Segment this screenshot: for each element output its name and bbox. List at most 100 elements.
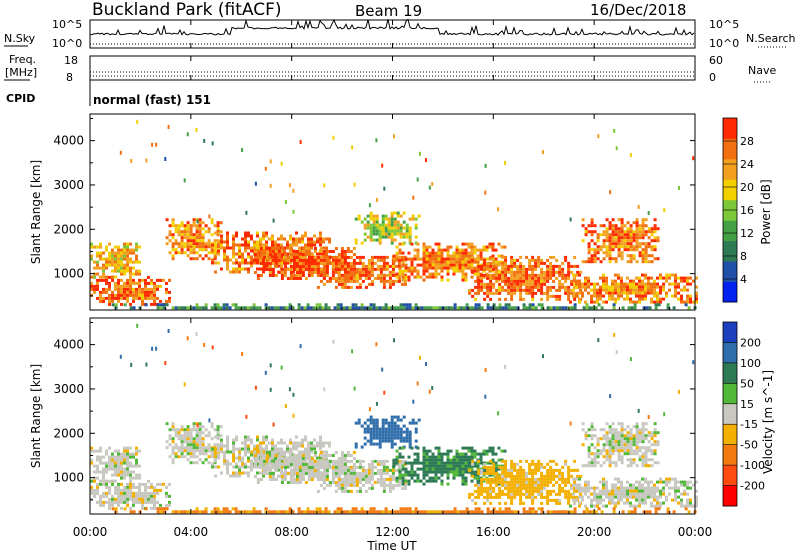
heatmap-cell	[90, 281, 93, 285]
heatmap-cell	[647, 254, 651, 258]
heatmap-cell	[250, 450, 253, 454]
heatmap-cell	[397, 264, 401, 268]
heatmap-cell	[513, 264, 517, 268]
heatmap-cell	[277, 256, 281, 259]
heatmap-cell	[416, 272, 420, 276]
heatmap-cell	[437, 464, 441, 468]
heatmap-cell	[516, 474, 520, 478]
heatmap-cell	[246, 306, 250, 310]
heatmap-cell	[404, 269, 408, 273]
heatmap-cell	[629, 236, 633, 240]
heatmap-cell	[623, 440, 627, 444]
heatmap-cell	[382, 264, 386, 268]
heatmap-cell	[111, 461, 114, 465]
heatmap-cell	[213, 452, 217, 456]
heatmap-cell	[647, 282, 650, 286]
heatmap-cell	[120, 494, 123, 498]
heatmap-cell	[272, 218, 275, 223]
heatmap-cell	[381, 439, 385, 443]
heatmap-cell	[440, 251, 444, 255]
heatmap-cell	[391, 468, 395, 472]
heatmap-cell	[528, 306, 532, 310]
heatmap-cell	[382, 276, 386, 280]
heatmap-cell	[156, 306, 160, 310]
heatmap-cell	[319, 247, 323, 250]
heatmap-cell	[558, 483, 562, 487]
heatmap-cell	[434, 266, 438, 270]
heatmap-cell	[650, 233, 654, 237]
heatmap-cell	[464, 248, 468, 252]
heatmap-cell	[244, 234, 247, 238]
heatmap-cell	[111, 254, 114, 258]
heatmap-cell	[397, 480, 401, 484]
heatmap-cell	[620, 251, 624, 255]
heatmap-cell	[659, 300, 662, 304]
heatmap-cell	[614, 431, 618, 435]
heatmap-cell	[138, 296, 141, 300]
heatmap-cell	[295, 265, 299, 268]
heatmap-cell	[680, 297, 683, 301]
heatmap-cell	[304, 459, 307, 463]
heatmap-cell	[373, 261, 377, 265]
heatmap-cell	[375, 306, 379, 310]
heatmap-cell	[534, 462, 538, 466]
heatmap-cell	[198, 449, 202, 453]
heatmap-cell	[298, 466, 302, 469]
heatmap-cell	[434, 272, 438, 276]
heatmap-cell	[425, 251, 429, 255]
heatmap-cell	[369, 238, 373, 242]
heatmap-cell	[180, 428, 184, 432]
heatmap-cell	[343, 483, 347, 487]
heatmap-cell	[605, 254, 609, 258]
heatmap-cell	[108, 455, 111, 459]
heatmap-cell	[301, 478, 305, 481]
heatmap-cell	[207, 257, 211, 261]
heatmap-cell	[395, 476, 399, 480]
heatmap-cell	[620, 233, 624, 237]
heatmap-cell	[458, 248, 462, 252]
heatmap-cell	[602, 273, 605, 277]
heatmap-cell	[471, 288, 475, 292]
heatmap-cell	[417, 418, 421, 422]
heatmap-cell	[422, 476, 426, 480]
heatmap-cell	[186, 254, 190, 258]
heatmap-cell	[354, 238, 358, 242]
heatmap-cell	[620, 461, 624, 465]
heatmap-cell	[489, 459, 493, 463]
heatmap-cell	[132, 485, 135, 489]
heatmap-cell	[295, 277, 299, 280]
heatmap-cell	[360, 445, 364, 449]
heatmap-cell	[90, 254, 93, 258]
heatmap-cell	[343, 489, 347, 493]
heatmap-cell	[570, 306, 574, 310]
heatmap-cell	[340, 477, 344, 481]
heatmap-cell	[256, 277, 260, 280]
heatmap-cell	[656, 285, 659, 289]
heatmap-cell	[232, 450, 235, 454]
heatmap-cell	[164, 157, 167, 161]
heatmap-cell	[434, 455, 438, 459]
heatmap-cell	[337, 471, 341, 475]
heatmap-cell	[446, 260, 450, 264]
heatmap-cell	[147, 485, 150, 489]
heatmap-cell	[540, 279, 544, 283]
heatmap-cell	[253, 243, 256, 247]
heatmap-cell	[331, 480, 335, 484]
heatmap-cell	[677, 276, 680, 280]
heatmap-cell	[632, 221, 636, 225]
heatmap-cell	[558, 264, 562, 268]
heatmap-cell	[99, 503, 102, 507]
heatmap-cell	[253, 271, 257, 274]
heatmap-cell	[644, 452, 648, 456]
heatmap-cell	[419, 479, 423, 483]
heatmap-cell	[486, 489, 490, 493]
heatmap-cell	[564, 306, 568, 310]
heatmap-cell	[567, 273, 571, 277]
heatmap-cell	[623, 291, 626, 295]
heatmap-cell	[183, 306, 187, 310]
heatmap-cell	[349, 264, 353, 268]
heatmap-cell	[328, 454, 332, 457]
heatmap-cell	[132, 470, 135, 474]
heatmap-cell	[534, 495, 538, 499]
heatmap-cell	[411, 217, 415, 221]
